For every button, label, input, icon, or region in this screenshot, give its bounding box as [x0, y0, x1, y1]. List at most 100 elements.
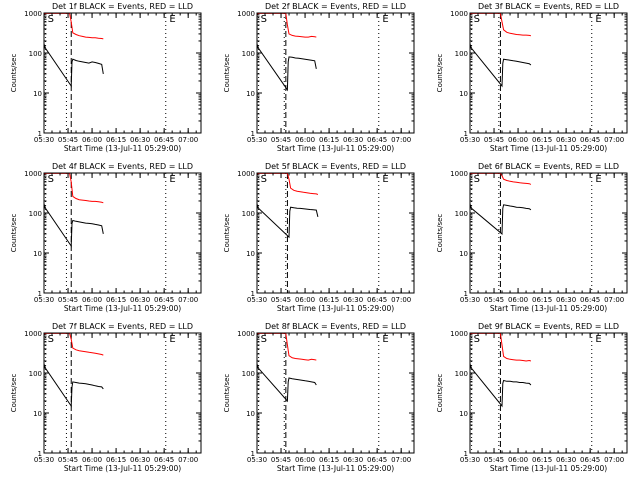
plot-frame: [469, 12, 628, 134]
x-tick-label: 07:00: [391, 456, 411, 464]
x-axis-label: Start Time (13-Jul-11 05:29:00): [277, 144, 394, 153]
x-tick-label: 05:30: [34, 136, 54, 144]
x-tick-label: 06:45: [580, 456, 600, 464]
y-tick-label: 10: [33, 250, 42, 258]
series-events-line: [257, 44, 317, 102]
y-tick-label: 1: [251, 290, 255, 298]
x-tick-label: 06:30: [343, 296, 363, 304]
x-tick-label: 05:30: [460, 136, 480, 144]
series-lld-line: [44, 13, 104, 89]
series-lld-line: [257, 333, 317, 409]
y-tick-label: 10: [246, 410, 255, 418]
x-tick-label: 06:30: [130, 136, 150, 144]
panel-title: Det 2f BLACK = Events, RED = LLD: [265, 2, 406, 11]
x-tick-label: 07:00: [604, 136, 624, 144]
x-tick-label: 05:45: [58, 136, 78, 144]
x-tick-label: 05:45: [484, 456, 504, 464]
annotation-s: S: [261, 334, 267, 345]
x-tick-label: 05:45: [271, 456, 291, 464]
x-tick-label: 06:15: [106, 296, 126, 304]
detector-panel-4: Det 4f BLACK = Events, RED = LLD S E 1 10 100…: [10, 162, 202, 313]
annotation-s: S: [261, 174, 267, 185]
annotation-e: E: [595, 14, 601, 25]
x-tick-label: 06:00: [508, 456, 528, 464]
series-events-line: [257, 364, 317, 422]
y-axis-label: Counts/sec: [436, 374, 444, 413]
y-tick-label: 1000: [450, 170, 468, 178]
x-tick-label: 07:00: [178, 296, 198, 304]
y-tick-label: 1000: [24, 10, 42, 18]
y-axis-label: Counts/sec: [223, 214, 231, 253]
y-axis-label: Counts/sec: [436, 214, 444, 253]
x-tick-label: 05:30: [247, 136, 267, 144]
annotation-e: E: [595, 174, 601, 185]
y-tick-label: 100: [29, 50, 42, 58]
y-tick-label: 1000: [24, 330, 42, 338]
y-tick-label: 1000: [237, 170, 255, 178]
x-tick-label: 06:00: [295, 136, 315, 144]
series-events-line: [44, 364, 104, 422]
x-tick-label: 05:45: [58, 296, 78, 304]
x-tick-label: 05:30: [247, 456, 267, 464]
y-tick-label: 100: [29, 370, 42, 378]
series-events-line: [44, 204, 104, 262]
x-axis-label: Start Time (13-Jul-11 05:29:00): [277, 464, 394, 473]
y-tick-label: 1000: [237, 10, 255, 18]
detector-panel-8: Det 8f BLACK = Events, RED = LLD S E 1 10 100…: [223, 322, 415, 473]
detector-panel-3: Det 3f BLACK = Events, RED = LLD S E 1 10 100…: [436, 2, 628, 153]
series-events-line: [470, 44, 532, 102]
y-tick-label: 10: [459, 250, 468, 258]
y-tick-label: 100: [455, 370, 468, 378]
y-tick-label: 100: [455, 210, 468, 218]
x-tick-label: 06:15: [532, 296, 552, 304]
panel-title: Det 7f BLACK = Events, RED = LLD: [52, 322, 193, 331]
detector-panel-9: Det 9f BLACK = Events, RED = LLD S E 1 10 100…: [436, 322, 628, 473]
annotation-e: E: [169, 14, 175, 25]
y-tick-label: 100: [242, 210, 255, 218]
panel-title: Det 8f BLACK = Events, RED = LLD: [265, 322, 406, 331]
series-lld-line: [470, 13, 531, 89]
x-tick-label: 06:45: [154, 136, 174, 144]
annotation-s: S: [261, 14, 267, 25]
annotation-e: E: [169, 334, 175, 345]
x-tick-label: 06:45: [580, 296, 600, 304]
x-tick-label: 07:00: [391, 296, 411, 304]
panel-title: Det 4f BLACK = Events, RED = LLD: [52, 162, 193, 171]
y-axis-label: Counts/sec: [223, 374, 231, 413]
series-lld-line: [44, 333, 104, 409]
y-tick-label: 100: [29, 210, 42, 218]
panel-title: Det 3f BLACK = Events, RED = LLD: [478, 2, 619, 11]
y-axis-label: Counts/sec: [223, 54, 231, 93]
x-tick-label: 06:30: [130, 456, 150, 464]
annotation-e: E: [382, 174, 388, 185]
x-axis-label: Start Time (13-Jul-11 05:29:00): [277, 304, 394, 313]
x-tick-label: 06:45: [367, 456, 387, 464]
series-events-line: [257, 204, 319, 262]
x-tick-label: 06:30: [556, 136, 576, 144]
x-tick-label: 05:30: [34, 456, 54, 464]
x-tick-label: 05:45: [271, 136, 291, 144]
y-tick-label: 10: [459, 410, 468, 418]
x-tick-label: 06:45: [367, 136, 387, 144]
x-tick-label: 06:15: [532, 136, 552, 144]
y-tick-label: 10: [246, 90, 255, 98]
x-axis-label: Start Time (13-Jul-11 05:29:00): [64, 464, 181, 473]
detector-panel-6: Det 6f BLACK = Events, RED = LLD S E 1 10 100…: [436, 162, 628, 313]
annotation-s: S: [48, 14, 54, 25]
x-tick-label: 06:00: [82, 456, 102, 464]
plot-frame: [43, 172, 202, 294]
detector-panel-2: Det 2f BLACK = Events, RED = LLD S E 1 10 100…: [223, 2, 415, 153]
x-tick-label: 05:45: [271, 296, 291, 304]
panel-title: Det 5f BLACK = Events, RED = LLD: [265, 162, 406, 171]
annotation-s: S: [474, 174, 480, 185]
x-tick-label: 06:00: [508, 296, 528, 304]
x-axis-label: Start Time (13-Jul-11 05:29:00): [490, 144, 607, 153]
x-tick-label: 06:00: [295, 456, 315, 464]
x-tick-label: 06:45: [154, 456, 174, 464]
annotation-s: S: [48, 174, 54, 185]
x-tick-label: 06:30: [343, 136, 363, 144]
y-tick-label: 1000: [237, 330, 255, 338]
annotation-s: S: [474, 14, 480, 25]
x-tick-label: 06:45: [367, 296, 387, 304]
